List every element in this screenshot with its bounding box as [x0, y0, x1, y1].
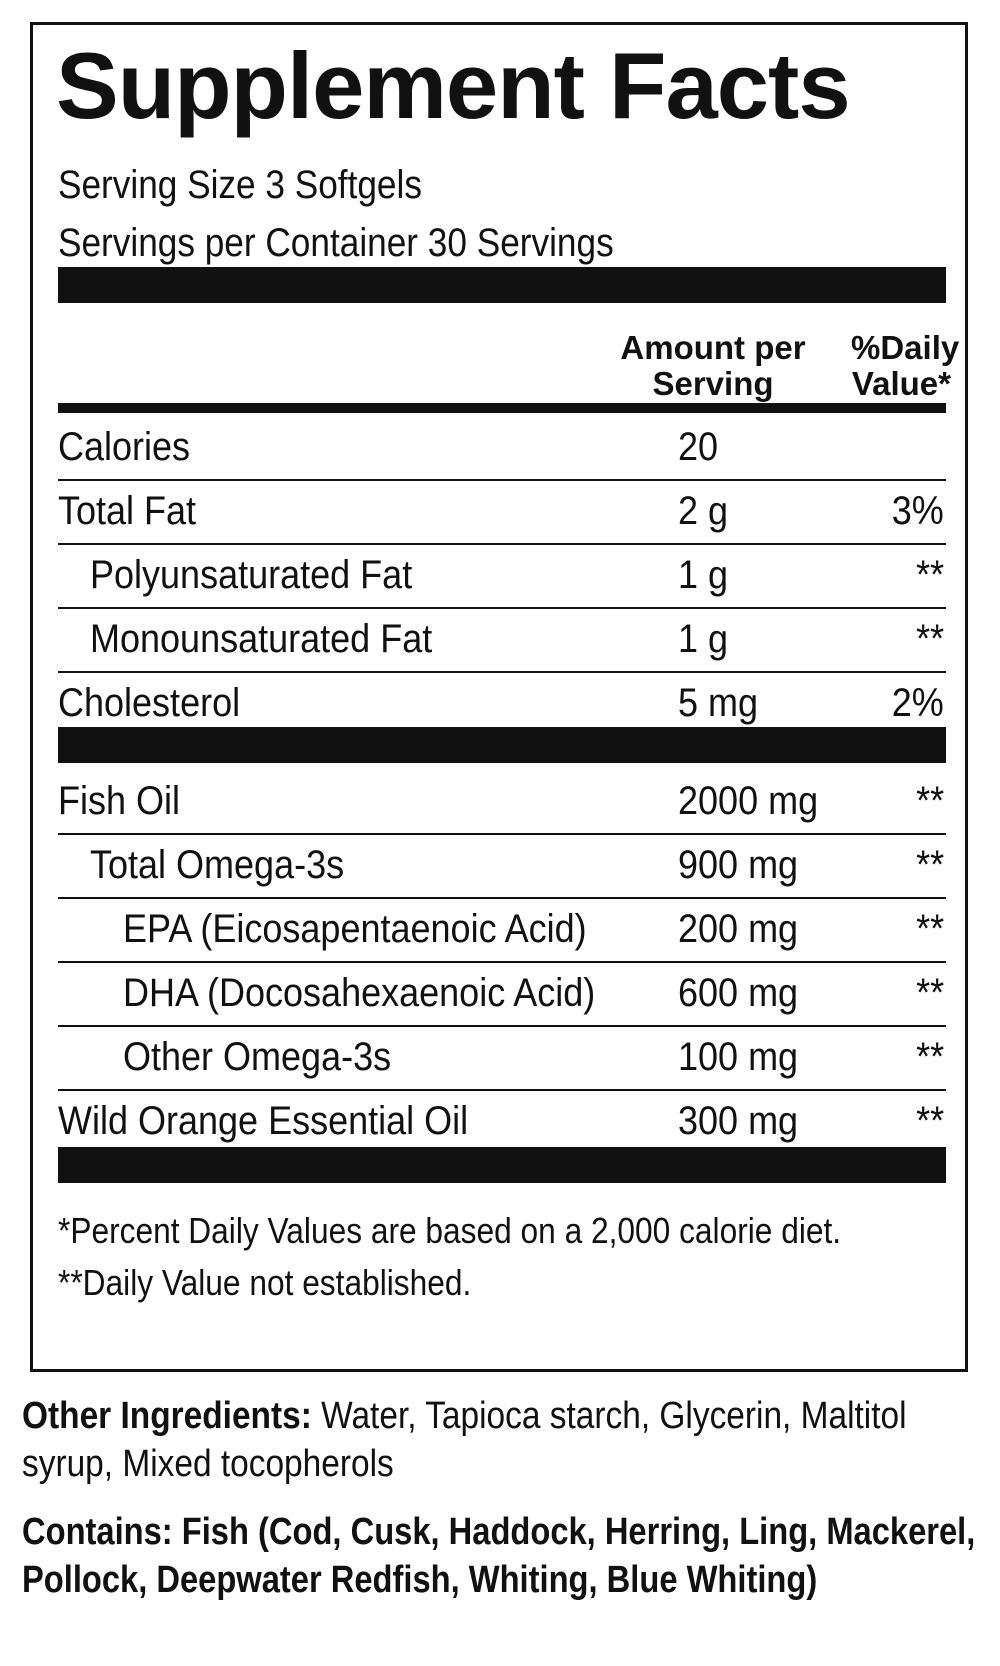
ingredient-name: DHA (Docosahexaenoic Acid) — [123, 971, 596, 1015]
allergen-contains: Contains: Fish (Cod, Cusk, Haddock, Herr… — [22, 1508, 982, 1604]
header-daily-value: %Daily Value* — [851, 329, 960, 402]
ingredient-row: Fish Oil 2000 mg ** — [58, 769, 946, 835]
nutrient-row: Polyunsaturated Fat 1 g ** — [58, 543, 946, 609]
ingredient-amount: 900 mg — [678, 843, 799, 887]
nutrient-row: Total Fat 2 g 3% — [58, 479, 946, 545]
ingredient-name: Other Omega-3s — [123, 1035, 392, 1079]
ingredient-daily-value: ** — [915, 1035, 944, 1079]
footnote-not-established: **Daily Value not established. — [58, 1262, 472, 1303]
ingredient-row: EPA (Eicosapentaenoic Acid) 200 mg ** — [58, 897, 946, 963]
ingredient-row: DHA (Docosahexaenoic Acid) 600 mg ** — [58, 961, 946, 1027]
ingredient-daily-value: ** — [915, 779, 944, 823]
nutrient-name: Cholesterol — [58, 681, 241, 725]
divider-bar-middle — [58, 727, 946, 763]
other-ingredients-text: Water, Tapioca starch, Glycerin, Maltito… — [22, 1395, 907, 1485]
ingredient-name: EPA (Eicosapentaenoic Acid) — [123, 907, 587, 951]
servings-per-container: Servings per Container 30 Servings — [58, 221, 614, 265]
divider-bar-header — [58, 403, 946, 413]
nutrient-daily-value: 2% — [891, 681, 944, 725]
ingredient-amount: 200 mg — [678, 907, 799, 951]
nutrient-daily-value: ** — [915, 553, 944, 597]
nutrient-amount: 20 — [678, 425, 719, 469]
ingredient-daily-value: ** — [915, 843, 944, 887]
ingredient-name: Wild Orange Essential Oil — [58, 1099, 469, 1143]
divider-bar-top — [58, 267, 946, 303]
ingredient-daily-value: ** — [915, 971, 944, 1015]
footnote-daily-values: *Percent Daily Values are based on a 2,0… — [58, 1210, 842, 1251]
nutrient-name: Polyunsaturated Fat — [90, 553, 413, 597]
ingredient-amount: 600 mg — [678, 971, 799, 1015]
contains-label: Contains: — [22, 1511, 173, 1553]
nutrient-row: Cholesterol 5 mg 2% — [58, 671, 946, 735]
nutrient-row: Monounsaturated Fat 1 g ** — [58, 607, 946, 673]
ingredient-row: Other Omega-3s 100 mg ** — [58, 1025, 946, 1091]
nutrient-name: Total Fat — [58, 489, 197, 533]
supplement-facts-panel: Supplement Facts Serving Size 3 Softgels… — [30, 22, 968, 1372]
nutrient-daily-value: 3% — [891, 489, 944, 533]
panel-title: Supplement Facts — [56, 33, 851, 138]
ingredient-row: Total Omega-3s 900 mg ** — [58, 833, 946, 899]
other-ingredients-label: Other Ingredients: — [22, 1395, 312, 1437]
ingredient-name: Total Omega-3s — [90, 843, 345, 887]
nutrient-row: Calories 20 — [58, 415, 946, 481]
ingredient-name: Fish Oil — [58, 779, 181, 823]
nutrient-daily-value: ** — [915, 617, 944, 661]
divider-bar-bottom — [58, 1147, 946, 1183]
nutrient-name: Calories — [58, 425, 191, 469]
serving-size: Serving Size 3 Softgels — [58, 163, 422, 207]
contains-text: Fish (Cod, Cusk, Haddock, Herring, Ling,… — [22, 1511, 976, 1601]
nutrient-amount: 1 g — [678, 617, 729, 661]
nutrient-amount: 5 mg — [678, 681, 759, 725]
header-amount-per-serving: Amount per Serving — [620, 329, 806, 402]
ingredient-amount: 2000 mg — [678, 779, 819, 823]
ingredient-daily-value: ** — [915, 907, 944, 951]
ingredient-amount: 300 mg — [678, 1099, 799, 1143]
ingredient-daily-value: ** — [915, 1099, 944, 1143]
ingredient-amount: 100 mg — [678, 1035, 799, 1079]
other-ingredients: Other Ingredients: Water, Tapioca starch… — [22, 1392, 982, 1488]
nutrient-amount: 2 g — [678, 489, 729, 533]
nutrient-name: Monounsaturated Fat — [90, 617, 433, 661]
ingredient-row: Wild Orange Essential Oil 300 mg ** — [58, 1089, 946, 1153]
nutrient-amount: 1 g — [678, 553, 729, 597]
